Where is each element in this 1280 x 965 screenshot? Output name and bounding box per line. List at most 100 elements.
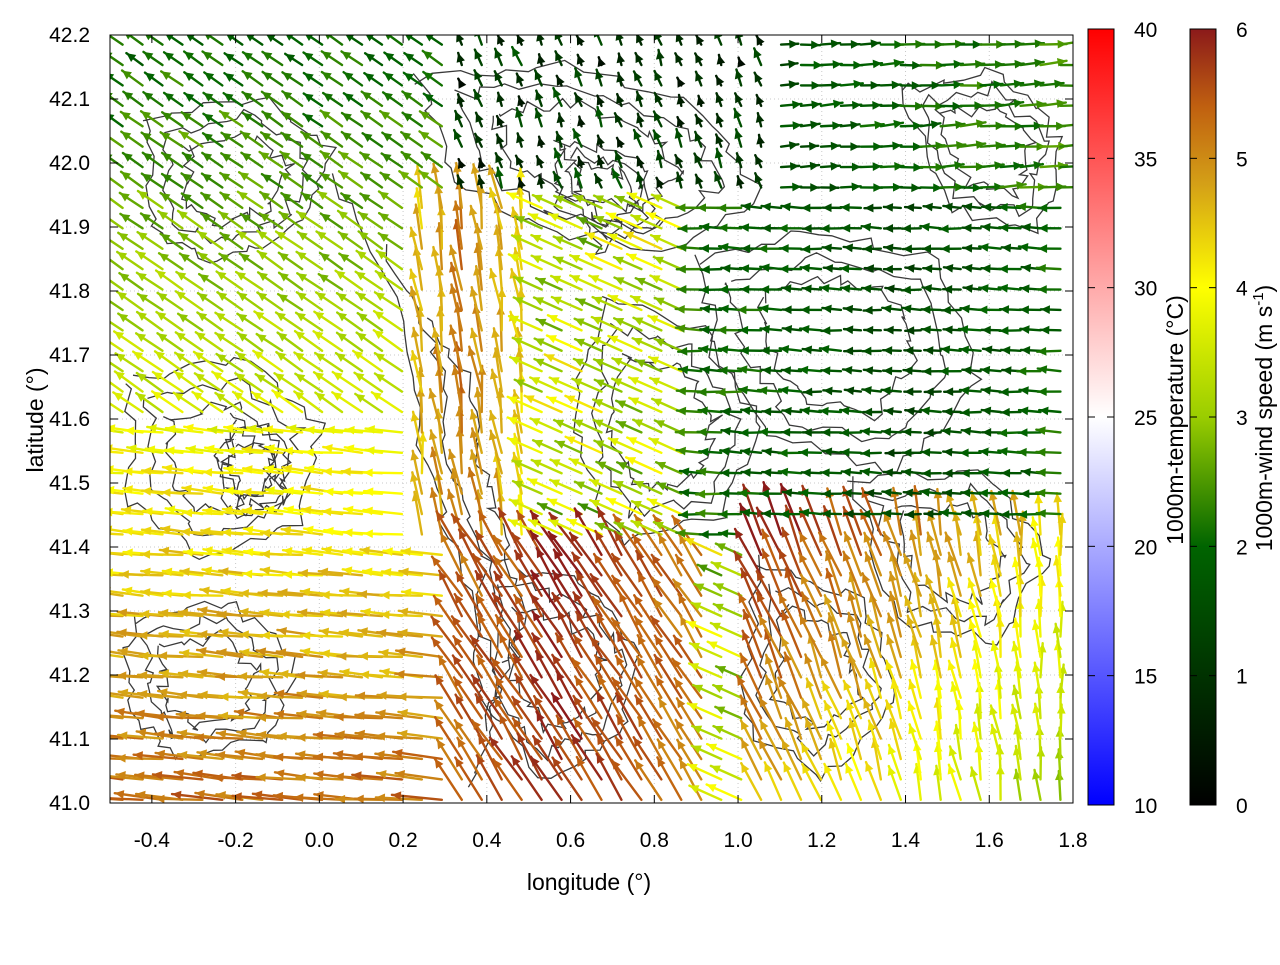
wind-vector bbox=[962, 427, 981, 436]
wind-vector bbox=[763, 447, 782, 456]
wind-vector bbox=[864, 366, 881, 375]
wind-vector bbox=[435, 700, 462, 738]
wind-vector bbox=[716, 114, 724, 126]
wind-vector bbox=[1040, 326, 1060, 335]
wind-vector bbox=[219, 254, 242, 269]
wind-vector bbox=[781, 40, 798, 49]
wind-vector bbox=[779, 468, 801, 477]
wind-vector bbox=[779, 449, 801, 458]
wind-vector bbox=[982, 386, 1001, 395]
wind-vector bbox=[924, 203, 941, 212]
wind-vector bbox=[924, 346, 940, 355]
wind-vector bbox=[801, 183, 819, 192]
terrain-contour bbox=[921, 82, 1049, 217]
wind-vector bbox=[824, 264, 841, 273]
colorbar-tick-label: 10 bbox=[1134, 795, 1157, 818]
wind-vector bbox=[844, 305, 861, 314]
wind-vector bbox=[821, 366, 841, 375]
wind-vector bbox=[821, 81, 840, 90]
wind-vector bbox=[941, 120, 965, 129]
wind-vector bbox=[762, 482, 781, 534]
wind-vector bbox=[495, 153, 503, 167]
wind-vector bbox=[881, 142, 902, 151]
wind-vector bbox=[404, 53, 422, 65]
wind-vector bbox=[339, 232, 362, 249]
wind-vector bbox=[978, 305, 1000, 314]
wind-vector bbox=[322, 72, 342, 85]
wind-speed-label-sup: -1 bbox=[1250, 292, 1267, 305]
wind-vector bbox=[497, 35, 505, 45]
wind-vector bbox=[419, 131, 441, 146]
wind-vector bbox=[595, 70, 603, 86]
wind-vector bbox=[675, 129, 683, 147]
wind-vector bbox=[280, 172, 302, 187]
wind-vector bbox=[201, 193, 222, 208]
x-tick-label: 1.8 bbox=[1058, 829, 1087, 852]
wind-vector bbox=[361, 111, 382, 126]
colorbar-tick-label: 4 bbox=[1236, 278, 1248, 301]
wind-vector bbox=[921, 120, 941, 129]
wind-vector bbox=[220, 173, 242, 187]
wind-vector bbox=[536, 156, 544, 167]
wind-vector bbox=[120, 214, 142, 228]
wind-vector bbox=[282, 72, 302, 85]
wind-vector bbox=[923, 264, 941, 273]
wind-vector bbox=[845, 764, 861, 800]
wind-vector bbox=[802, 468, 821, 477]
wind-vector bbox=[679, 510, 701, 519]
wind-vector bbox=[881, 81, 901, 90]
wind-vector bbox=[516, 156, 524, 167]
wind-vector bbox=[282, 91, 302, 105]
wind-vector bbox=[179, 131, 202, 146]
wind-vector bbox=[721, 427, 741, 436]
wind-vector bbox=[557, 76, 565, 86]
wind-vector bbox=[677, 78, 685, 88]
wind-vector bbox=[888, 592, 901, 637]
wind-vector bbox=[901, 163, 923, 172]
wind-vector bbox=[921, 407, 941, 416]
wind-vector bbox=[881, 101, 901, 110]
wind-vector bbox=[680, 488, 701, 497]
wind-vector bbox=[981, 366, 1001, 375]
wind-vector bbox=[573, 129, 581, 146]
wind-vector bbox=[757, 36, 765, 46]
wind-vector bbox=[545, 354, 582, 371]
wind-vector bbox=[510, 499, 542, 514]
wind-vector bbox=[742, 202, 761, 211]
wind-vector bbox=[198, 293, 222, 310]
wind-vector bbox=[240, 254, 262, 269]
wind-vector bbox=[760, 325, 781, 334]
wind-vector bbox=[184, 93, 202, 106]
wind-vector bbox=[861, 162, 882, 171]
wind-vector bbox=[1038, 285, 1061, 294]
wind-vector bbox=[862, 386, 881, 395]
wind-vector bbox=[801, 81, 821, 90]
wind-vector bbox=[962, 224, 980, 233]
wind-vector bbox=[821, 183, 839, 192]
wind-vector bbox=[403, 113, 422, 126]
wind-vector bbox=[142, 133, 163, 147]
wind-vector bbox=[359, 212, 382, 228]
wind-vector bbox=[734, 129, 742, 146]
wind-vector bbox=[404, 32, 422, 44]
wind-vector bbox=[735, 529, 761, 575]
wind-vector bbox=[784, 763, 801, 800]
y-tick-label: 41.5 bbox=[49, 472, 90, 495]
wind-vector bbox=[708, 642, 741, 657]
wind-vector bbox=[980, 468, 1001, 477]
wind-vector bbox=[202, 174, 222, 188]
wind-vector bbox=[800, 325, 821, 334]
wind-vector bbox=[1001, 469, 1020, 478]
wind-vector bbox=[101, 131, 123, 146]
wind-speed-label-main: 1000m-wind speed (m s bbox=[1251, 306, 1277, 551]
wind-vector bbox=[1021, 346, 1040, 355]
wind-vector bbox=[926, 533, 941, 576]
wind-vector bbox=[547, 397, 581, 412]
wind-vector bbox=[1001, 162, 1023, 171]
wind-vector bbox=[1038, 244, 1060, 253]
wind-vector bbox=[364, 73, 382, 85]
wind-vector bbox=[1038, 365, 1061, 374]
wind-vector bbox=[342, 113, 362, 126]
temperature-colorbar-label: 1000m-temperature (°C) bbox=[1162, 295, 1188, 545]
wind-vector bbox=[697, 96, 705, 106]
